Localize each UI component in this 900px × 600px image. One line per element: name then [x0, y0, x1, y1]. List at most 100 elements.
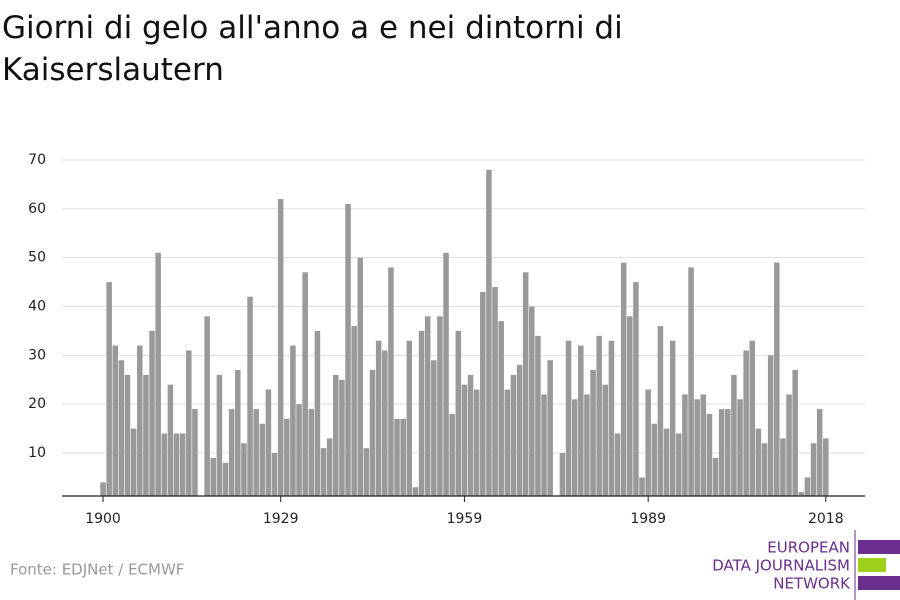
- bar: [792, 370, 798, 496]
- logo-bar: [858, 540, 900, 554]
- bar: [486, 169, 492, 496]
- bar: [277, 199, 284, 496]
- bar: [743, 350, 749, 496]
- bar: [461, 384, 468, 496]
- bar: [645, 389, 651, 496]
- bar: [124, 374, 131, 496]
- logo: EUROPEAN DATA JOURNALISM NETWORK: [712, 530, 900, 600]
- bar: [149, 330, 155, 496]
- bar: [339, 379, 345, 496]
- bar: [516, 365, 523, 496]
- bar: [480, 291, 486, 496]
- y-tick-label: 30: [28, 347, 46, 363]
- bar: [204, 316, 210, 496]
- logo-bar: [858, 576, 900, 590]
- bar: [749, 340, 756, 496]
- bar: [167, 384, 174, 496]
- bar: [669, 340, 676, 496]
- y-tick-label: 70: [28, 152, 46, 168]
- bar: [688, 267, 694, 496]
- bar: [253, 409, 259, 496]
- logo-text: DATA JOURNALISM: [712, 557, 850, 575]
- bar: [382, 350, 388, 496]
- x-tick-label: 2018: [808, 511, 844, 527]
- bar: [578, 345, 584, 496]
- bar: [676, 433, 682, 496]
- bar: [823, 438, 829, 496]
- bar: [290, 345, 296, 496]
- bar: [265, 389, 272, 496]
- bar: [173, 433, 180, 496]
- bar: [412, 487, 419, 496]
- bar: [228, 409, 235, 496]
- bar: [467, 374, 474, 496]
- y-tick-label: 10: [28, 445, 46, 461]
- bar: [143, 374, 149, 496]
- bar: [363, 448, 370, 496]
- bar: [608, 340, 615, 496]
- bar: [547, 360, 553, 496]
- bar: [437, 316, 443, 496]
- bar: [247, 296, 253, 496]
- bar: [345, 203, 351, 496]
- bar: [284, 418, 290, 496]
- bar: [651, 423, 658, 496]
- bar: [737, 399, 743, 496]
- bar: [712, 457, 719, 496]
- bar: [351, 326, 357, 496]
- bar: [596, 335, 602, 496]
- bar: [308, 409, 315, 496]
- bar: [106, 282, 112, 496]
- bar: [627, 316, 633, 496]
- bar: [774, 262, 780, 496]
- source: Fonte: EDJNet / ECMWF: [10, 561, 184, 579]
- bar: [259, 423, 266, 496]
- bar: [590, 370, 596, 496]
- bar: [161, 433, 168, 496]
- y-tick-label: 50: [28, 250, 46, 266]
- chart-title: Kaiserslautern: [2, 52, 224, 88]
- bar: [780, 438, 786, 496]
- bar: [235, 370, 241, 496]
- bar: [498, 321, 504, 496]
- bar: [810, 443, 817, 496]
- bar: [130, 428, 137, 496]
- bar: [418, 330, 425, 496]
- bar: [375, 340, 382, 496]
- bar: [761, 443, 768, 496]
- bar: [112, 345, 119, 496]
- bar: [333, 374, 339, 496]
- x-tick-label: 1989: [630, 511, 666, 527]
- bar: [535, 335, 541, 496]
- bar: [731, 374, 737, 496]
- x-tick-label: 1959: [447, 511, 483, 527]
- bar: [186, 350, 192, 496]
- bar: [222, 462, 229, 496]
- bar: [755, 428, 762, 496]
- bar: [400, 418, 406, 496]
- bar: [455, 330, 462, 496]
- bar: [492, 286, 498, 496]
- chart-title: Giorni di gelo all'anno a e nei dintorni…: [2, 10, 623, 46]
- bar: [155, 252, 161, 496]
- x-tick-label: 1929: [263, 511, 299, 527]
- bar: [565, 340, 572, 496]
- bar: [302, 272, 308, 496]
- bar: [706, 413, 713, 496]
- y-tick-label: 60: [28, 201, 46, 217]
- logo-text: EUROPEAN: [767, 539, 850, 557]
- bar: [210, 457, 217, 496]
- bar: [406, 340, 413, 496]
- bar: [216, 374, 223, 496]
- bar: [137, 345, 143, 496]
- x-tick-label: 1900: [85, 511, 121, 527]
- bar: [633, 282, 639, 496]
- bar: [682, 394, 688, 496]
- bar: [326, 438, 333, 496]
- bar: [424, 316, 431, 496]
- bar: [473, 389, 480, 496]
- bar: [639, 477, 645, 496]
- bar: [541, 394, 547, 496]
- bar: [816, 409, 823, 496]
